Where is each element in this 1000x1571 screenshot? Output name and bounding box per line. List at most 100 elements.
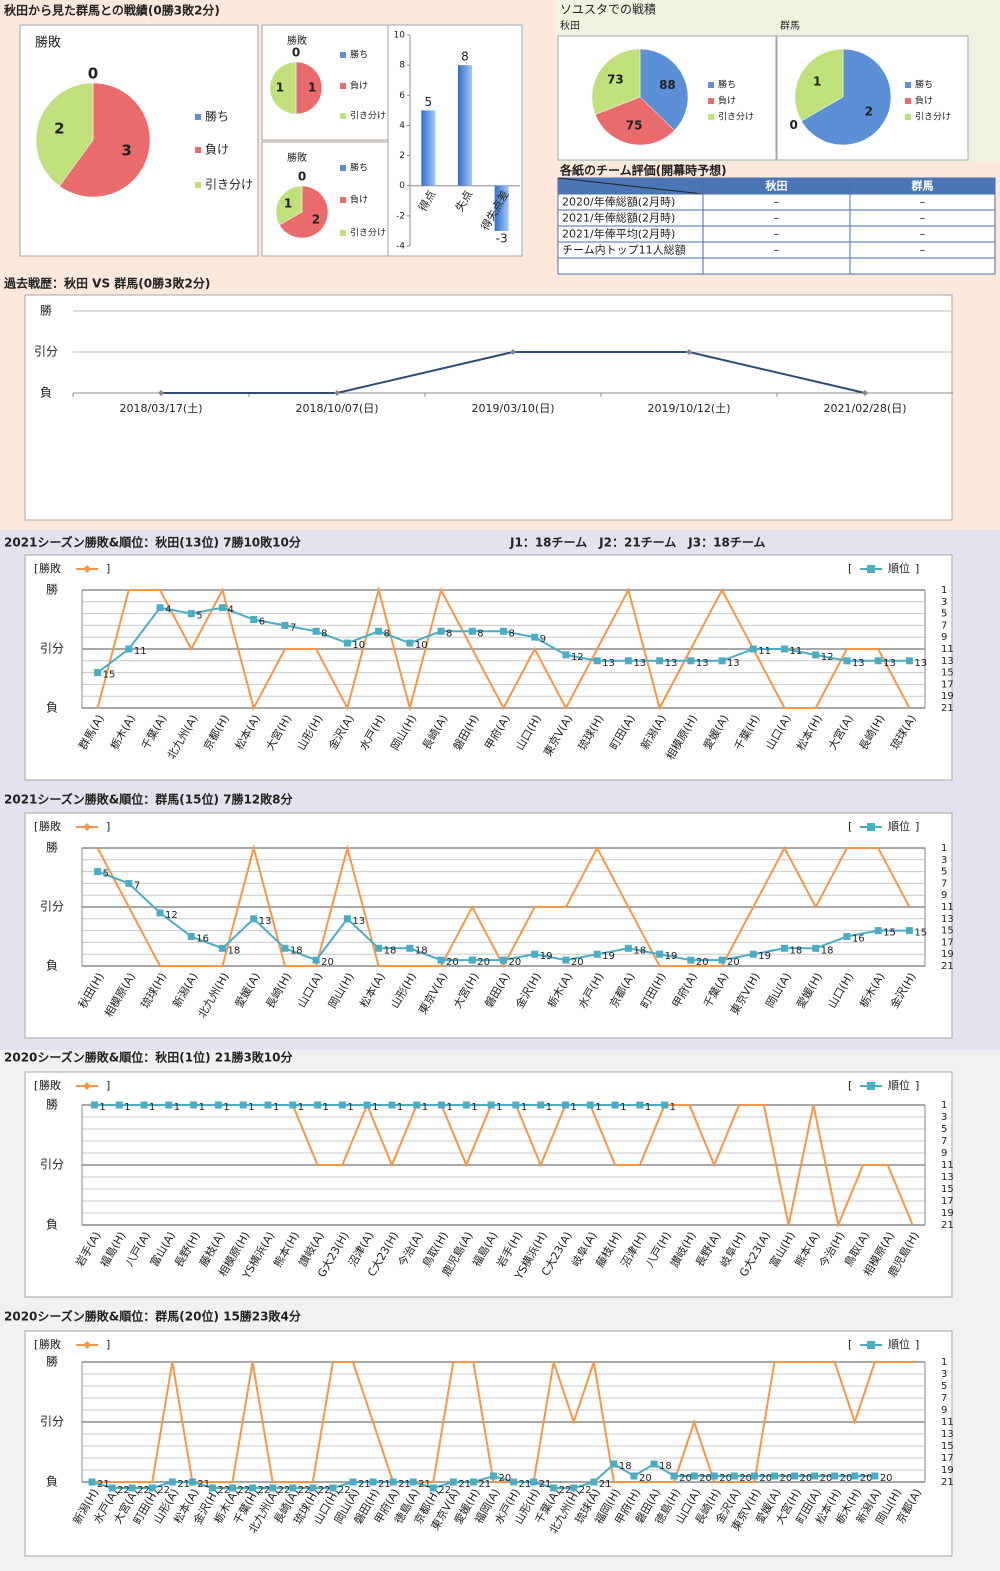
pie-slice <box>639 48 689 131</box>
legend-bracket: [ <box>848 820 852 833</box>
data-label: 19 <box>758 951 771 962</box>
legend-label: 勝敗 <box>39 819 61 833</box>
data-label: 20 <box>571 957 584 968</box>
data-label: 7 <box>134 880 140 891</box>
table-title: 各紙のチーム評価(開幕時予想) <box>559 163 727 178</box>
legend-label: 順位 <box>888 561 910 575</box>
rank-marker <box>468 956 476 964</box>
legend-label: 勝ち <box>205 109 229 124</box>
data-label: 8 <box>509 628 515 639</box>
y2-tick-label: 1 <box>941 843 947 854</box>
data-label: 8 <box>321 628 327 639</box>
table-cell: – <box>920 212 926 225</box>
y2-tick-label: 1 <box>941 1357 947 1368</box>
data-label: 22 <box>318 1485 331 1496</box>
chart-title: 2020シーズン勝敗&順位：秋田(1位) 21勝3敗10分 <box>4 1050 293 1065</box>
rank-marker <box>429 1484 437 1492</box>
data-label: 18 <box>790 945 803 956</box>
data-label: 21 <box>197 1479 210 1490</box>
y2-tick-label: 11 <box>941 1417 954 1428</box>
rank-marker <box>90 1101 98 1109</box>
y-tick-label: 4 <box>399 121 405 131</box>
rank-marker <box>636 1101 644 1109</box>
rank-marker <box>250 915 258 923</box>
y-tick-label: 8 <box>399 61 405 71</box>
rank-marker <box>530 1478 538 1486</box>
y2-tick-label: 21 <box>941 1220 954 1231</box>
data-label: 21 <box>358 1479 371 1490</box>
data-label: 22 <box>137 1485 150 1496</box>
table-cell: 2021/年俸総額(2月時) <box>562 211 675 225</box>
legend-label: 順位 <box>888 819 910 833</box>
rank-marker <box>487 1101 495 1109</box>
data-label: 12 <box>571 652 584 663</box>
rank-marker <box>349 1478 357 1486</box>
data-label: 22 <box>278 1485 291 1496</box>
data-label: 8 <box>477 628 483 639</box>
data-label: 1 <box>620 1102 626 1113</box>
data-label: 2 <box>54 120 64 138</box>
legend-swatch <box>340 230 346 236</box>
data-label: 1 <box>813 75 821 89</box>
y2-tick-label: 17 <box>941 679 954 690</box>
y-tick-label: 勝 <box>40 303 52 318</box>
legend-swatch <box>340 83 346 89</box>
rank-marker <box>624 657 632 665</box>
legend-bracket: [ <box>848 1338 852 1351</box>
data-label: 20 <box>779 1473 792 1484</box>
table-cell: – <box>774 244 780 257</box>
y-tick-label: 引分 <box>40 900 64 914</box>
rank-marker <box>624 944 632 952</box>
point-marker <box>510 349 516 355</box>
legend-marker <box>83 1341 91 1349</box>
data-label: 5 <box>103 869 109 880</box>
legend-label: 負け <box>915 95 933 107</box>
rank-marker <box>343 915 351 923</box>
rank-marker <box>630 1472 638 1480</box>
legend-swatch <box>340 197 346 203</box>
point-marker <box>862 390 868 396</box>
legend-swatch <box>340 113 346 119</box>
data-label: 20 <box>739 1473 752 1484</box>
pie-slice <box>295 61 323 115</box>
rank-marker <box>531 633 539 641</box>
legend-marker <box>867 565 875 573</box>
data-label: 75 <box>626 119 643 133</box>
y2-tick-label: 13 <box>941 914 954 925</box>
rank-marker <box>851 1472 859 1480</box>
pie-slice <box>59 82 151 198</box>
series-line <box>96 586 911 712</box>
rank-marker <box>874 927 882 935</box>
y-tick-label: 0 <box>399 181 405 191</box>
rank-marker <box>656 950 664 958</box>
data-label: 20 <box>840 1473 853 1484</box>
data-label: 1 <box>447 1102 453 1113</box>
pie-slice <box>591 48 641 115</box>
legend-bracket: ] <box>106 1079 110 1092</box>
rank-marker <box>208 1484 216 1492</box>
rank-marker <box>687 657 695 665</box>
data-label: 21 <box>478 1479 491 1490</box>
table-header-cell: 群馬 <box>911 179 934 193</box>
rank-marker <box>586 1101 594 1109</box>
rank-marker <box>561 1101 569 1109</box>
y-tick-label: 引分 <box>34 345 58 359</box>
rank-marker <box>168 1478 176 1486</box>
rank-marker <box>343 639 351 647</box>
legend-bracket: ] <box>106 820 110 833</box>
data-label: 1 <box>471 1102 477 1113</box>
legend-label: 負け <box>350 80 368 92</box>
data-label: 7 <box>290 622 296 633</box>
rank-marker <box>843 933 851 940</box>
rank-marker <box>770 1472 778 1480</box>
data-label: 21 <box>418 1479 431 1490</box>
data-label: 21 <box>177 1479 190 1490</box>
rank-marker <box>562 651 570 659</box>
rank-marker <box>375 944 383 952</box>
chart-title: 2020シーズン勝敗&順位：群馬(20位) 15勝23敗4分 <box>4 1309 301 1324</box>
y2-tick-label: 3 <box>941 1369 947 1380</box>
rank-marker <box>661 1101 669 1109</box>
rank-marker <box>871 1472 879 1480</box>
data-label: 2 <box>865 104 873 118</box>
legend-bracket: ] <box>915 1338 919 1351</box>
